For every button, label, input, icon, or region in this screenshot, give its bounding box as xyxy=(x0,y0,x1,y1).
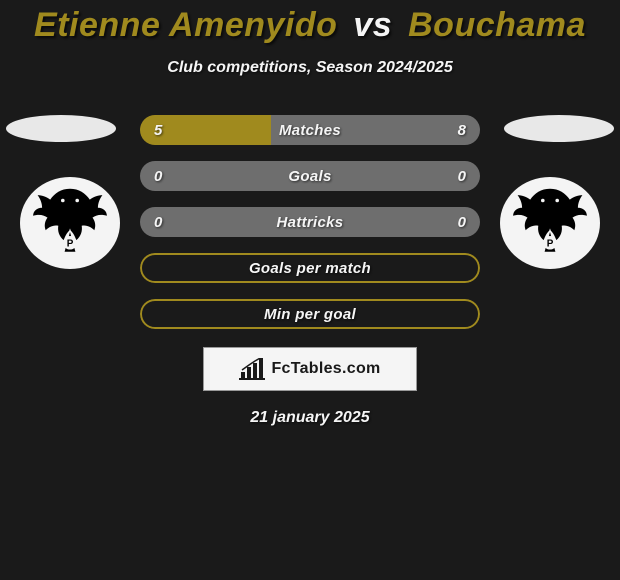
stat-left-value: 5 xyxy=(154,122,162,139)
stat-label: Goals xyxy=(288,168,331,185)
barchart-icon xyxy=(239,358,265,380)
stat-row: Goals per match xyxy=(140,253,480,283)
flag-oval-left xyxy=(6,115,116,142)
club-crest-right: P xyxy=(500,177,600,269)
subtitle: Club competitions, Season 2024/2025 xyxy=(0,59,620,77)
attribution-box: FcTables.com xyxy=(203,347,417,391)
stat-right-value: 8 xyxy=(458,122,466,139)
stat-label: Min per goal xyxy=(264,306,356,323)
eagle-crest-icon: P xyxy=(25,178,115,268)
stat-bars: 5 Matches 8 0 Goals 0 0 Hattricks 0 Goals per mat… xyxy=(140,115,480,329)
stat-label: Hattricks xyxy=(277,214,344,231)
stat-row: 0 Goals 0 xyxy=(140,161,480,191)
eagle-crest-icon: P xyxy=(505,178,595,268)
stat-label: Matches xyxy=(279,122,341,139)
stat-left-value: 0 xyxy=(154,168,162,185)
date-line: 21 january 2025 xyxy=(0,409,620,427)
stat-row: 0 Hattricks 0 xyxy=(140,207,480,237)
svg-text:P: P xyxy=(67,238,74,249)
stats-area: P P 5 Matches 8 0 Goals 0 0 Hattricks 0 Goals per… xyxy=(0,115,620,329)
stat-right-value: 0 xyxy=(458,168,466,185)
comparison-title: Etienne Amenyido vs Bouchama xyxy=(0,0,620,45)
stat-row: Min per goal xyxy=(140,299,480,329)
stat-label: Goals per match xyxy=(249,260,371,277)
club-crest-left: P xyxy=(20,177,120,269)
stat-row: 5 Matches 8 xyxy=(140,115,480,145)
attribution-text: FcTables.com xyxy=(271,360,380,378)
vs-text: vs xyxy=(353,6,392,44)
flag-oval-right xyxy=(504,115,614,142)
svg-text:P: P xyxy=(547,238,554,249)
stat-right-value: 0 xyxy=(458,214,466,231)
stat-left-value: 0 xyxy=(154,214,162,231)
player1-name: Etienne Amenyido xyxy=(34,6,337,44)
player2-name: Bouchama xyxy=(408,6,586,44)
